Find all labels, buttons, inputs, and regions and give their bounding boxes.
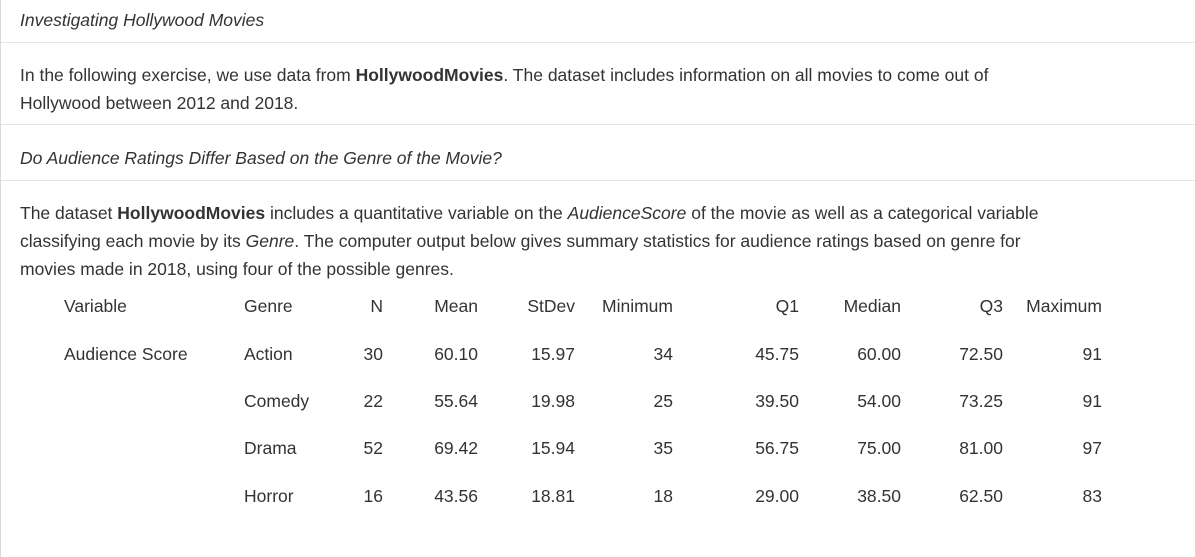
cell-median: 60.00 xyxy=(857,344,901,364)
cell-stdev: 15.97 xyxy=(531,344,575,364)
question-heading: Do Audience Ratings Differ Based on the … xyxy=(20,148,502,168)
cell-n: 16 xyxy=(363,486,383,506)
cell-stdev: 18.81 xyxy=(531,486,575,506)
variable-cell: Audience Score xyxy=(64,344,188,364)
cell-n: 52 xyxy=(363,438,383,458)
intro-line-1: In the following exercise, we use data f… xyxy=(20,62,988,90)
description-text: The dataset xyxy=(20,203,118,223)
description-line-2: classifying each movie by its Genre. The… xyxy=(20,228,1021,256)
cell-q1: 39.50 xyxy=(755,391,799,411)
cell-q1: 56.75 xyxy=(755,438,799,458)
divider xyxy=(1,42,1195,43)
cell-genre: Drama xyxy=(244,438,297,458)
variable-name: AudienceScore xyxy=(567,203,687,223)
header-mean: Mean xyxy=(434,296,478,316)
header-maximum: Maximum xyxy=(1026,296,1102,316)
dataset-name: HollywoodMovies xyxy=(355,65,504,85)
header-genre: Genre xyxy=(244,296,293,316)
description-text: classifying each movie by its xyxy=(20,231,246,251)
divider xyxy=(1,124,1195,125)
divider xyxy=(1,180,1195,181)
cell-stdev: 19.98 xyxy=(531,391,575,411)
cell-q3: 72.50 xyxy=(959,344,1003,364)
dataset-name: HollywoodMovies xyxy=(117,203,266,223)
header-stdev: StDev xyxy=(527,296,575,316)
cell-min: 25 xyxy=(653,391,673,411)
intro-text: . The dataset includes information on al… xyxy=(503,65,989,85)
cell-median: 38.50 xyxy=(857,486,901,506)
intro-line-2: Hollywood between 2012 and 2018. xyxy=(20,93,299,113)
cell-q3: 81.00 xyxy=(959,438,1003,458)
cell-mean: 43.56 xyxy=(434,486,478,506)
cell-mean: 55.64 xyxy=(434,391,478,411)
header-q1: Q1 xyxy=(775,296,799,316)
variable-name: Genre xyxy=(245,231,295,251)
description-line-1: The dataset HollywoodMovies includes a q… xyxy=(20,200,1038,228)
cell-min: 34 xyxy=(653,344,673,364)
header-q3: Q3 xyxy=(979,296,1003,316)
cell-q3: 73.25 xyxy=(959,391,1003,411)
cell-n: 30 xyxy=(363,344,383,364)
cell-q3: 62.50 xyxy=(959,486,1003,506)
header-n: N xyxy=(370,296,383,316)
cell-min: 18 xyxy=(653,486,673,506)
cell-genre: Comedy xyxy=(244,391,310,411)
cell-max: 91 xyxy=(1082,344,1102,364)
cell-stdev: 15.94 xyxy=(531,438,575,458)
cell-mean: 69.42 xyxy=(434,438,478,458)
cell-median: 75.00 xyxy=(857,438,901,458)
header-median: Median xyxy=(843,296,901,316)
cell-median: 54.00 xyxy=(857,391,901,411)
cell-max: 91 xyxy=(1082,391,1102,411)
cell-max: 97 xyxy=(1082,438,1102,458)
description-line-3: movies made in 2018, using four of the p… xyxy=(20,259,454,279)
section-heading: Investigating Hollywood Movies xyxy=(20,10,265,30)
intro-text: In the following exercise, we use data f… xyxy=(20,65,356,85)
cell-q1: 45.75 xyxy=(755,344,799,364)
description-text: includes a quantitative variable on the xyxy=(265,203,568,223)
cell-genre: Horror xyxy=(244,486,294,506)
cell-min: 35 xyxy=(653,438,673,458)
cell-genre: Action xyxy=(244,344,293,364)
cell-q1: 29.00 xyxy=(755,486,799,506)
header-variable: Variable xyxy=(64,296,127,316)
cell-mean: 60.10 xyxy=(434,344,478,364)
cell-max: 83 xyxy=(1082,486,1102,506)
cell-n: 22 xyxy=(363,391,383,411)
description-text: of the movie as well as a categorical va… xyxy=(686,203,1039,223)
description-text: . The computer output below gives summar… xyxy=(294,231,1021,251)
header-minimum: Minimum xyxy=(602,296,673,316)
